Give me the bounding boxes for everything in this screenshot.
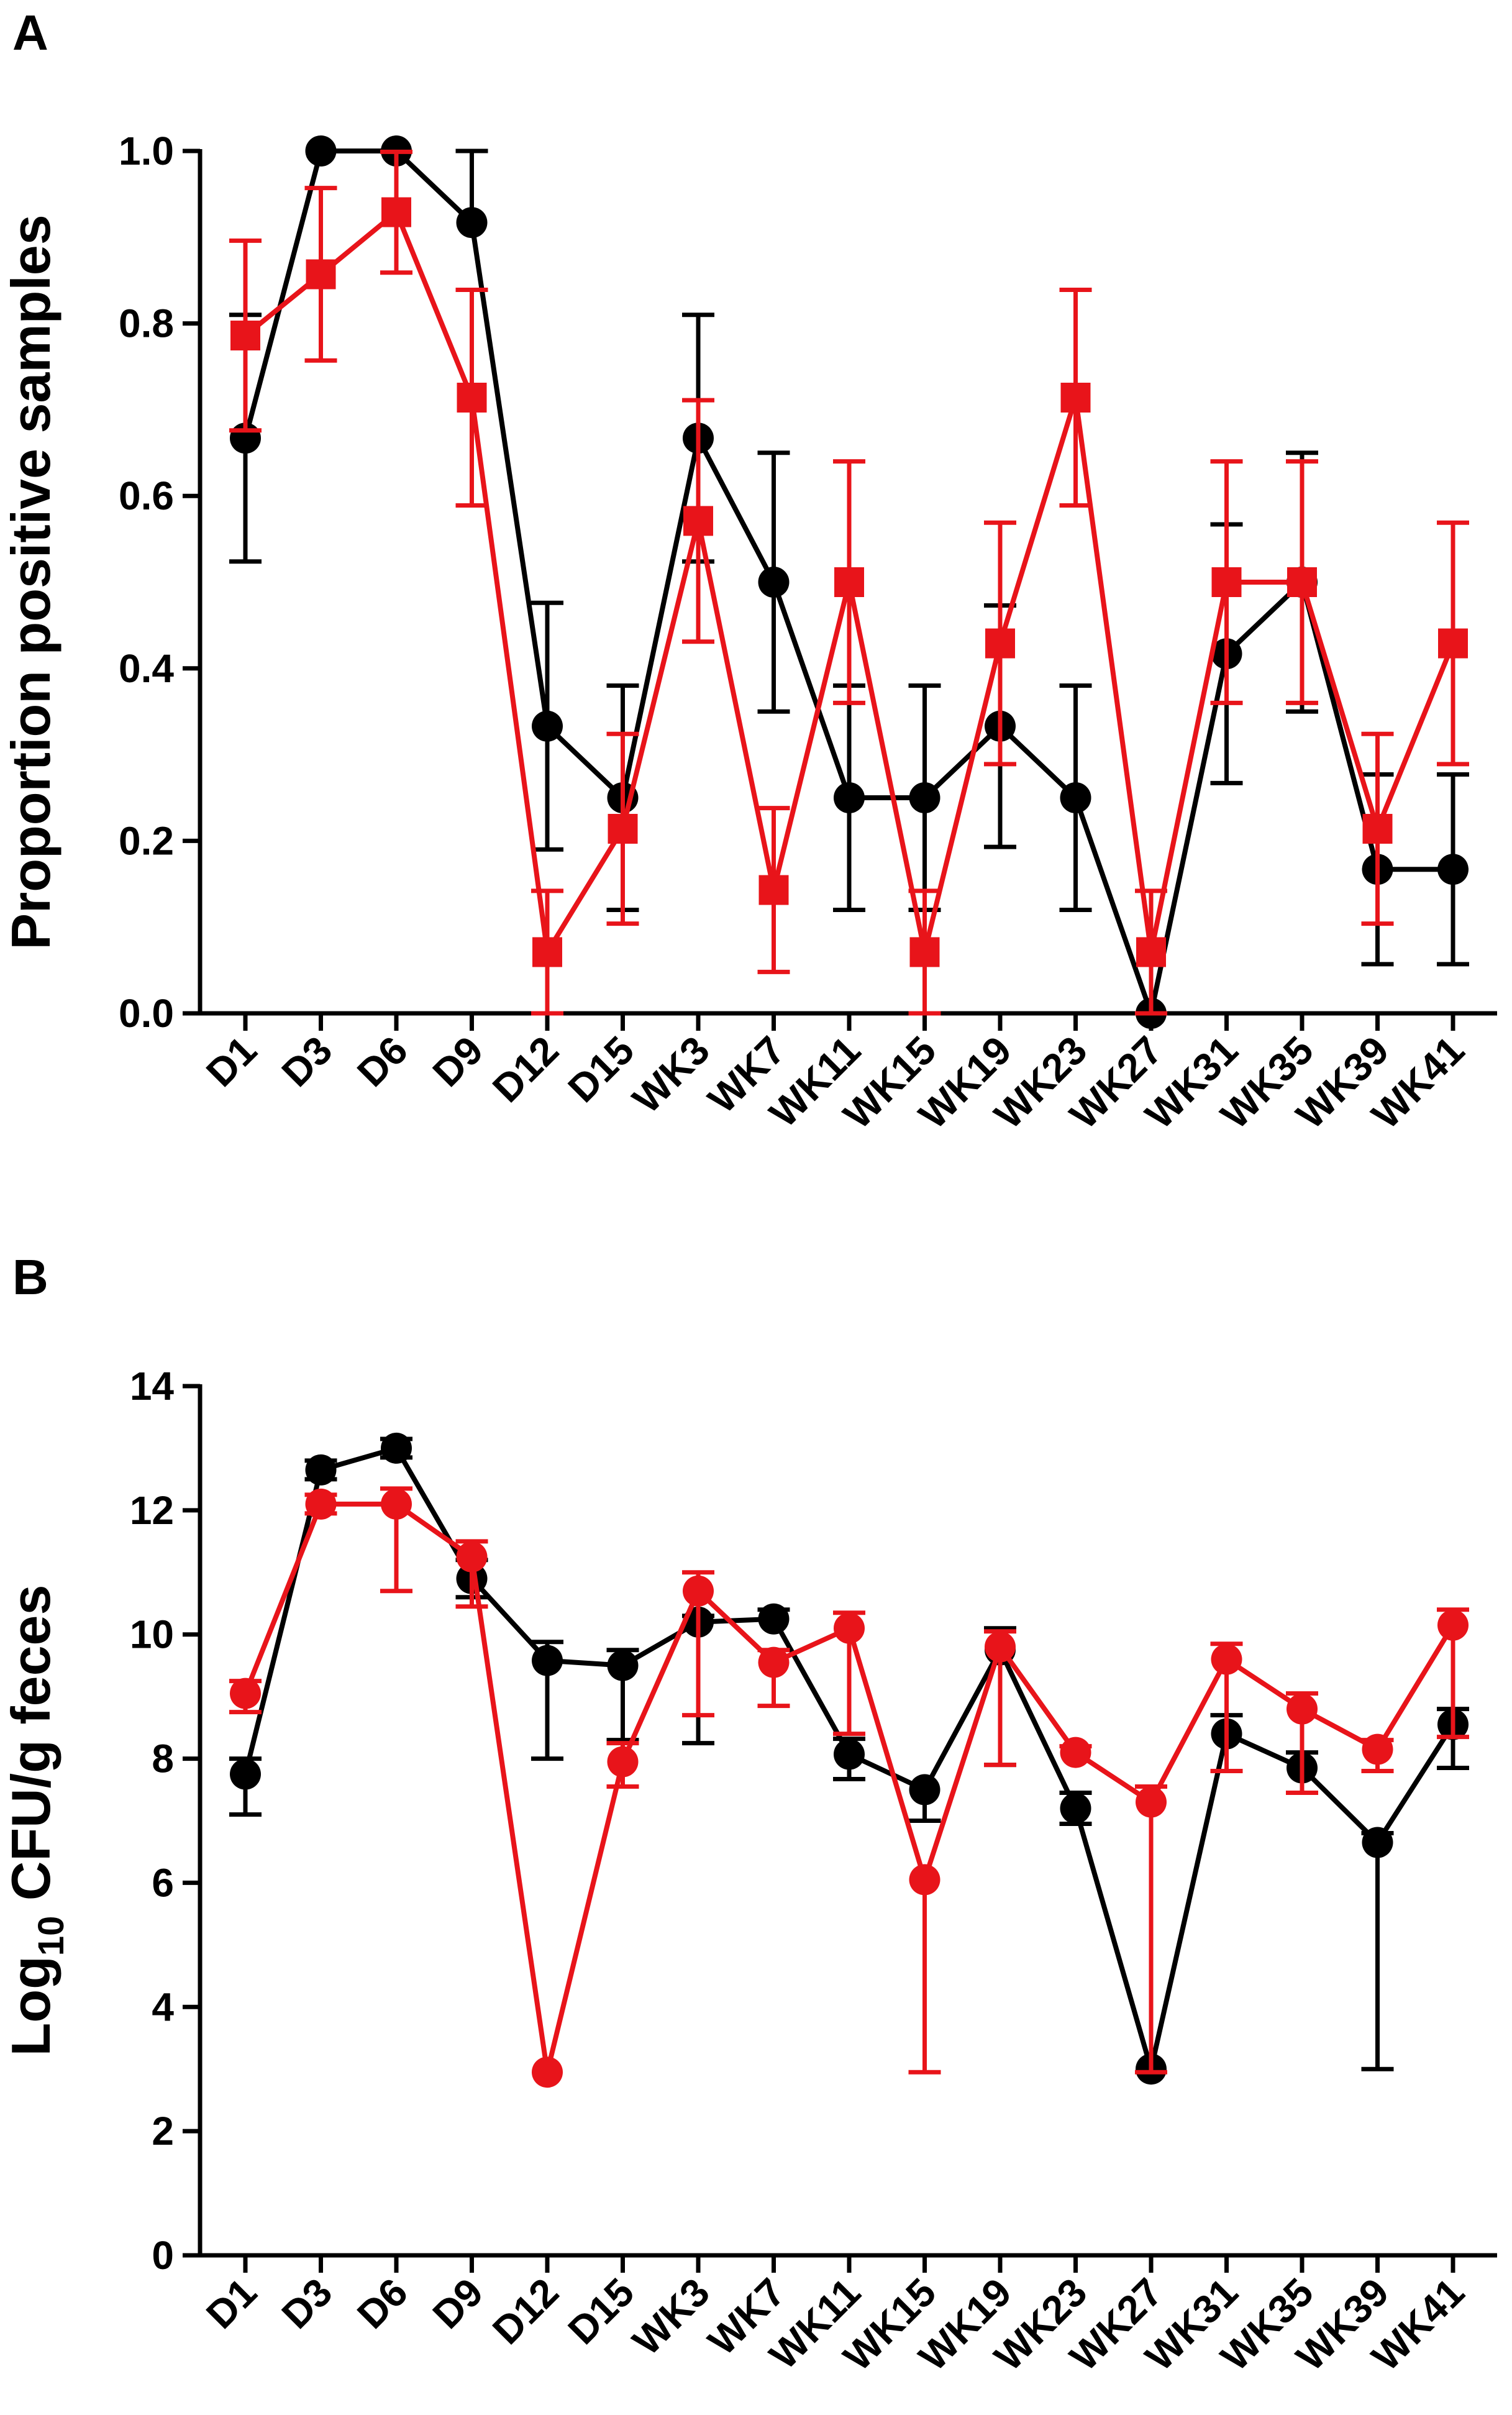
data-point <box>1437 1609 1469 1641</box>
data-point <box>306 259 336 290</box>
series-line <box>243 1501 1455 2075</box>
data-point <box>1060 1792 1091 1824</box>
data-point <box>607 1650 639 1681</box>
data-point <box>834 782 865 813</box>
y-axis-label: Proportion positive samples <box>0 214 61 949</box>
x-tick-label: D9 <box>424 1028 492 1095</box>
data-point <box>758 875 789 905</box>
y-axis-label-rest: CFU/g feces <box>0 1585 61 1916</box>
data-point <box>230 321 260 351</box>
y-tick-label: 0.6 <box>119 473 174 518</box>
data-point <box>909 1864 940 1896</box>
data-point <box>909 782 940 813</box>
data-point <box>1362 1827 1393 1858</box>
data-point <box>607 1746 639 1778</box>
data-point <box>909 1774 940 1806</box>
data-point <box>834 567 864 597</box>
data-point <box>1060 782 1091 813</box>
y-axis-label-subscript: 10 <box>31 1916 71 1956</box>
data-point <box>608 813 638 844</box>
y-tick-label: 10 <box>130 1612 174 1657</box>
data-point <box>456 207 488 239</box>
data-point <box>1060 382 1091 413</box>
y-tick-label: 4 <box>152 1984 174 2029</box>
data-point <box>1438 628 1468 659</box>
x-tick-label: D1 <box>198 2270 265 2337</box>
data-point <box>758 567 790 598</box>
y-tick-label: 8 <box>152 1737 174 1781</box>
data-point <box>985 628 1015 659</box>
data-point <box>532 710 563 742</box>
y-axis-label: Log10 CFU/g feces <box>0 1585 71 2057</box>
data-point <box>758 1646 790 1678</box>
series-red-circles <box>229 1486 1469 2088</box>
data-point <box>1287 567 1317 597</box>
y-axis-label-main: Log <box>0 1956 61 2056</box>
data-point <box>1136 937 1166 967</box>
x-tick-label: D9 <box>424 2270 492 2337</box>
data-point <box>1211 567 1242 597</box>
y-tick-label: 0 <box>152 2233 174 2278</box>
data-point <box>305 135 337 167</box>
data-point <box>834 1612 865 1644</box>
panel-letter: A <box>12 5 48 60</box>
x-tick-label: D15 <box>559 2270 642 2353</box>
x-tick-label: D3 <box>273 2270 341 2337</box>
data-point <box>532 1645 563 1676</box>
data-point <box>1211 1643 1242 1675</box>
data-point <box>758 1603 790 1635</box>
y-tick-label: 6 <box>152 1860 174 1905</box>
data-point <box>1362 1733 1393 1765</box>
data-point <box>1060 1737 1091 1768</box>
data-point <box>230 1758 261 1790</box>
x-tick-label: D1 <box>198 1028 265 1095</box>
x-tick-label: D6 <box>348 2270 416 2337</box>
y-tick-label: 0.2 <box>119 818 174 863</box>
data-point <box>1362 813 1393 844</box>
y-tick-label: 0.4 <box>119 646 174 691</box>
x-tick-label: D12 <box>484 2270 567 2353</box>
data-point <box>457 382 487 413</box>
data-point <box>381 1488 412 1520</box>
panel-a: A0.00.20.40.60.81.0D1 D3 D6 D9D12D15WK3WK7W… <box>0 5 1497 1138</box>
y-tick-label: 12 <box>130 1488 174 1533</box>
data-point <box>305 1454 337 1486</box>
x-tick-label: D15 <box>559 1028 642 1111</box>
x-tick-label: WK3 <box>624 1028 717 1121</box>
data-point <box>532 2057 563 2088</box>
data-point <box>683 1575 714 1607</box>
y-tick-label: 1.0 <box>119 129 174 173</box>
data-point <box>230 1678 261 1709</box>
y-tick-label: 2 <box>152 2109 174 2153</box>
data-point <box>381 1432 412 1464</box>
series-red-squares <box>229 149 1469 1016</box>
y-tick-label: 0.8 <box>119 301 174 346</box>
data-point <box>985 1631 1016 1663</box>
data-point <box>305 1488 337 1520</box>
y-tick-label: 0.0 <box>119 991 174 1036</box>
panel-letter: B <box>12 1249 48 1305</box>
data-point <box>1287 1693 1318 1725</box>
data-point <box>909 937 940 967</box>
data-point <box>381 197 411 227</box>
x-tick-label: D3 <box>273 1028 341 1095</box>
data-point <box>532 937 562 967</box>
y-tick-label: 14 <box>130 1364 175 1408</box>
data-point <box>834 1738 865 1770</box>
series-black-circles <box>229 1432 1469 2085</box>
data-point <box>683 506 713 536</box>
data-point <box>1437 854 1469 885</box>
x-tick-label: WK3 <box>624 2270 717 2363</box>
data-point <box>456 1541 488 1573</box>
x-tick-label: D6 <box>348 1028 416 1095</box>
x-tick-label: D12 <box>484 1028 567 1111</box>
data-point <box>1136 1786 1167 1818</box>
